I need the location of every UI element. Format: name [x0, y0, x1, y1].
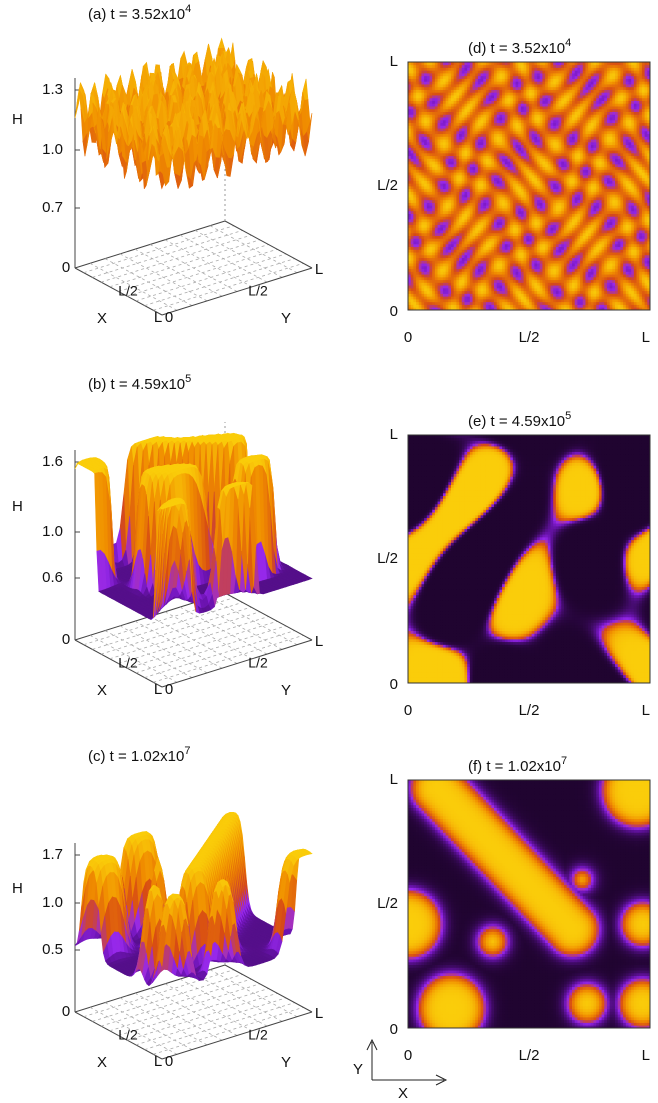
orientation-x: X — [398, 1085, 408, 1102]
axis-label: L — [315, 633, 323, 650]
base-grid — [225, 965, 312, 1012]
z-label: H — [12, 880, 23, 897]
title-text: (c) t = 1.02x10 — [88, 748, 184, 765]
axis-label: L — [315, 261, 323, 278]
base-grid — [165, 984, 252, 1031]
base-grid — [150, 617, 237, 664]
z-tick-label: 0.5 — [42, 941, 63, 958]
base-grid — [210, 226, 297, 273]
base-grid — [150, 245, 237, 292]
base-grid — [153, 1007, 303, 1054]
orientation-y: Y — [353, 1061, 363, 1078]
base-grid — [165, 240, 252, 287]
base-grid — [165, 612, 252, 659]
base-grid — [210, 598, 297, 645]
surface — [75, 39, 312, 189]
base-grid — [153, 263, 303, 310]
surface — [75, 812, 312, 985]
base-grid — [150, 989, 237, 1036]
title-exponent: 7 — [184, 745, 190, 757]
base-grid — [180, 979, 267, 1026]
base-grid — [162, 1012, 312, 1059]
z-tick-label: 1.6 — [42, 453, 63, 470]
base-grid — [101, 607, 251, 654]
base-grid — [195, 230, 282, 277]
base-grid — [110, 984, 260, 1031]
axis-label: L/2 — [118, 655, 138, 671]
title-exponent: 5 — [185, 373, 191, 385]
axis-label: 0 — [165, 309, 173, 326]
z-tick-label: 1.0 — [42, 894, 63, 911]
z-label: H — [12, 498, 23, 515]
axis-label: X — [97, 682, 107, 699]
axis-label: X — [97, 310, 107, 327]
base-grid — [162, 640, 312, 687]
panel-title: (a) t = 3.52x104 — [88, 3, 191, 23]
surface — [75, 433, 312, 619]
base-grid — [110, 240, 260, 287]
z-tick-label: 1.0 — [42, 141, 63, 158]
axis-label: L — [154, 681, 162, 698]
base-grid — [84, 226, 234, 273]
base-grid — [110, 612, 260, 659]
base-grid — [145, 1003, 295, 1050]
axis-label: L — [154, 309, 162, 326]
z-tick-label: 1.0 — [42, 523, 63, 540]
base-grid — [84, 970, 234, 1017]
base-grid — [180, 235, 267, 282]
base-grid — [210, 970, 297, 1017]
title-text: (a) t = 3.52x10 — [88, 6, 185, 23]
axis-label: L/2 — [248, 283, 268, 299]
base-grid — [162, 268, 312, 315]
title-text: (b) t = 4.59x10 — [88, 376, 185, 393]
surface-cell — [218, 39, 223, 49]
base-grid — [225, 593, 312, 640]
base-grid — [153, 635, 303, 682]
title-exponent: 4 — [185, 3, 191, 15]
axis-label: Y — [281, 310, 291, 327]
base-grid — [180, 607, 267, 654]
z-tick-label: 0.6 — [42, 569, 63, 586]
panel-title: (b) t = 4.59x105 — [88, 373, 191, 393]
base-grid — [145, 631, 295, 678]
axis-label: 0 — [165, 681, 173, 698]
axis-label: Y — [281, 682, 291, 699]
axis-label: 0 — [62, 631, 70, 648]
z-tick-label: 1.7 — [42, 846, 63, 863]
z-tick-label: 0.7 — [42, 199, 63, 216]
figure: Y X (a) t = 3.52x1041.31.00.7H0L/2L0L/2L… — [0, 0, 658, 1103]
base-grid — [145, 259, 295, 306]
base-grid — [101, 979, 251, 1026]
z-tick-label: 1.3 — [42, 81, 63, 98]
z-label: H — [12, 111, 23, 128]
axis-label: L/2 — [248, 655, 268, 671]
base-grid — [225, 221, 312, 268]
axis-label: 0 — [62, 259, 70, 276]
base-grid — [195, 974, 282, 1021]
base-grid — [101, 235, 251, 282]
axis-label: L/2 — [118, 283, 138, 299]
panel-title: (c) t = 1.02x107 — [88, 745, 190, 765]
